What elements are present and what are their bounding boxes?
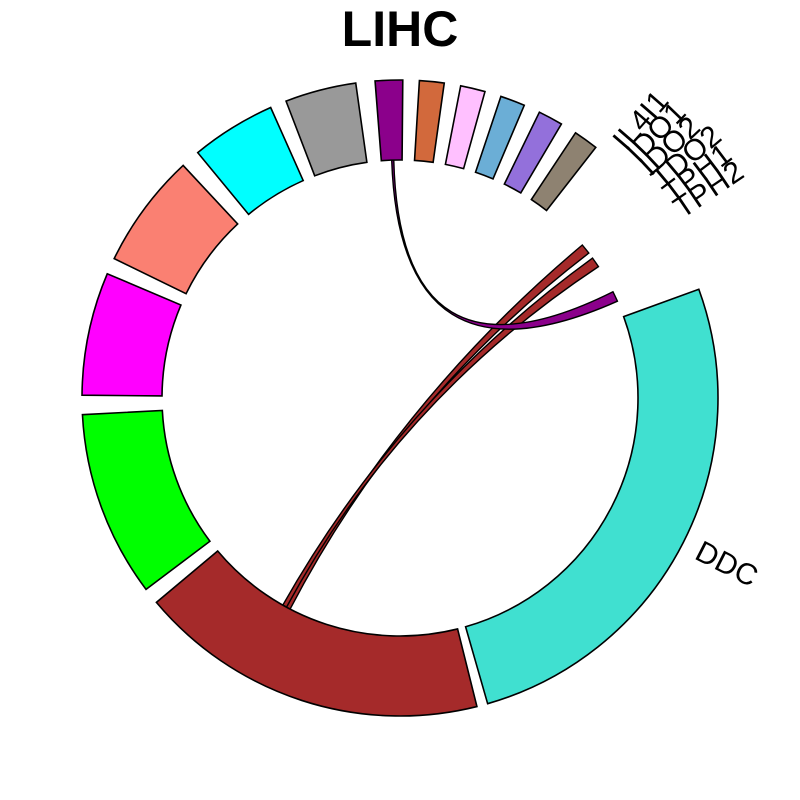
sector-10	[474, 95, 526, 180]
sector-11	[503, 111, 563, 195]
chord-link-1	[281, 257, 600, 609]
sector-3	[81, 272, 182, 397]
chord-link-2	[390, 159, 619, 330]
sector-label-0: DDC	[690, 535, 763, 594]
sector-4	[113, 164, 239, 295]
links-layer	[281, 159, 619, 611]
sector-9	[444, 84, 486, 170]
sector-5	[196, 106, 305, 216]
sector-7	[374, 79, 404, 162]
sector-0	[464, 288, 719, 705]
sector-8	[413, 79, 446, 164]
sector-1	[155, 549, 478, 717]
sector-6	[285, 82, 368, 177]
chart-title: LIHC	[342, 1, 459, 57]
sector-12	[530, 131, 597, 212]
sector-2	[81, 409, 212, 591]
sectors-layer	[81, 79, 719, 717]
